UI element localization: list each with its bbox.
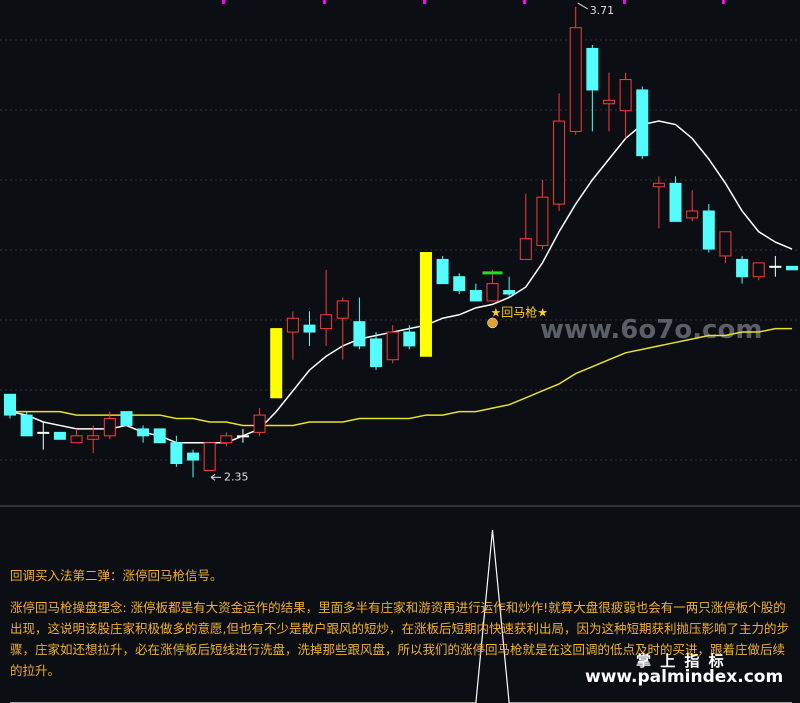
brand-url: www.palmindex.com [585,667,784,687]
candle-body [286,317,299,333]
candle-body [386,331,399,361]
candle-body [486,283,499,302]
candle-body [120,411,133,426]
candle-body [619,79,632,112]
candle-body [553,120,566,205]
candle-body [236,435,249,438]
candle-body [702,210,715,250]
candle-body [652,182,665,188]
candle-body [170,442,183,464]
candle-body [602,99,615,105]
candle-body [436,258,449,285]
signal-label: ★回马枪★ [491,304,549,319]
candle-body [320,314,333,330]
candle-body [103,418,116,437]
candle-body [270,328,283,399]
candle-body [586,47,599,91]
brand-name: 掌 上 指 标 [636,652,726,670]
candle-body [220,435,233,444]
candle-body [353,321,366,347]
candle-body [769,265,782,268]
watermark: www.6o7o.com [540,315,762,345]
marker [722,0,725,4]
candle-body [719,231,732,257]
candle-body [253,414,266,433]
candle-body [4,393,16,416]
marker [423,0,426,4]
marker [523,0,526,4]
low-annotation: 2.35 [224,470,249,483]
candle-body [203,442,216,471]
notes-heading: 回调买入法第二弹：涨停回马枪信号。 [10,568,223,583]
marker [222,0,225,4]
annotation-arrow [577,2,588,10]
candle-body [519,238,532,260]
candle-body [403,331,416,347]
candle-body [37,431,50,434]
notes-body: 涨停回马枪操盘理念: 涨停板都是有大资金运作的结果，里面多半有庄家和游资再进行运… [10,600,789,678]
candle-body [303,324,316,333]
ma-line [10,327,792,427]
candle-body [419,252,432,357]
candle-body [569,27,582,132]
candle-body [20,414,33,437]
candle-body [187,452,200,461]
signal-icon [487,317,498,329]
marker [623,0,626,4]
top-markers [222,0,725,4]
candle-body [53,431,66,440]
candle-body [786,265,798,271]
candle-body [503,290,516,295]
candle-body [636,89,649,157]
marker [323,0,326,4]
annotation-arrowhead [210,473,216,481]
candle-body [87,435,100,440]
high-annotation: 3.71 [590,4,615,17]
candle-body [469,290,482,302]
candle-body [536,196,549,247]
candle-body [686,210,699,219]
candle-body [137,428,150,437]
candle-body [70,435,83,444]
candle-body [669,182,682,222]
ma-line [9,120,793,444]
candle-body [453,276,466,292]
candle-body [153,428,166,444]
candle-body [370,338,383,368]
candle-body [752,262,765,278]
plot: 3.71 2.35 ★回马枪★ [4,2,798,703]
candle-body [736,258,749,278]
candle-body [336,300,349,319]
grid [0,39,800,461]
